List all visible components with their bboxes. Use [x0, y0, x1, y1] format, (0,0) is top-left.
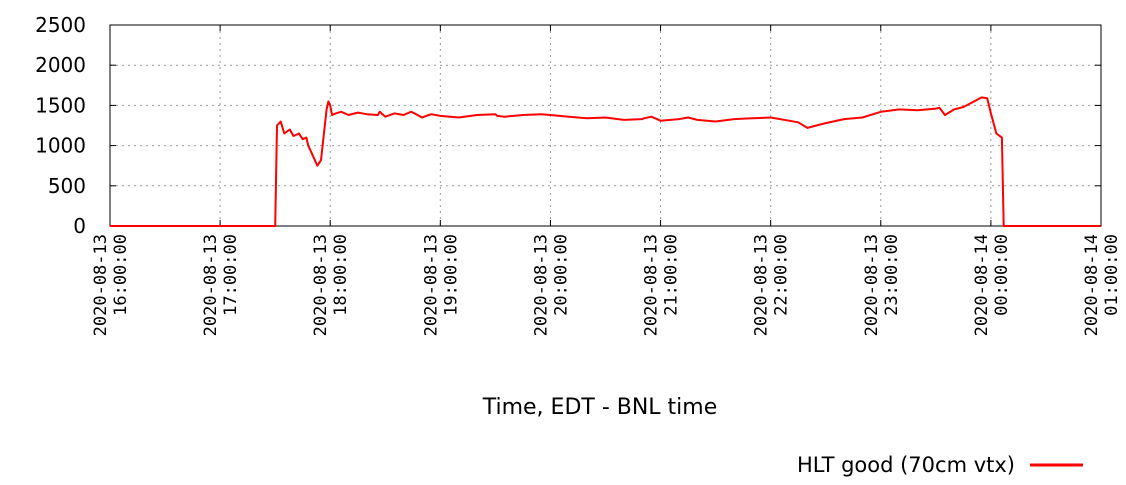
x-tick-label-time: 20:00:00 [551, 234, 571, 316]
x-tick-label: 2020-08-13 19:00:00 [421, 234, 461, 336]
plot-area-frame [109, 24, 1102, 227]
x-tick-label-date: 2020-08-13 [311, 234, 331, 336]
x-tick-label-date: 2020-08-13 [862, 234, 882, 336]
series-line [110, 96, 1101, 227]
y-tick-label: 500 [48, 174, 86, 198]
y-tick-label: 1500 [35, 93, 86, 117]
y-tick-label: 0 [73, 214, 86, 238]
x-tick-label-time: 00:00:00 [992, 234, 1012, 316]
x-tick-label-time: 19:00:00 [441, 234, 461, 316]
x-tick-label-date: 2020-08-13 [421, 234, 441, 336]
x-tick-label-time: 18:00:00 [331, 234, 351, 316]
x-tick-label: 2020-08-13 22:00:00 [752, 234, 792, 336]
y-axis-ticks: 0 500 1000 1500 2000 2500 [35, 13, 1101, 238]
x-tick-label-date: 2020-08-13 [642, 234, 662, 336]
legend-label: HLT good (70cm vtx) [797, 453, 1015, 477]
legend: HLT good (70cm vtx) [797, 453, 1083, 477]
x-tick-label-date: 2020-08-13 [752, 234, 772, 336]
x-tick-label: 2020-08-14 01:00:00 [1082, 234, 1122, 336]
x-tick-label: 2020-08-13 23:00:00 [862, 234, 902, 336]
x-tick-label-date: 2020-08-13 [531, 234, 551, 336]
x-tick-label-time: 17:00:00 [221, 234, 241, 316]
x-tick-label-date: 2020-08-13 [201, 234, 221, 336]
y-tick-label: 2500 [35, 13, 86, 37]
grid-lines [110, 25, 1101, 226]
x-tick-label-time: 21:00:00 [662, 234, 682, 316]
x-tick-label-time: 16:00:00 [111, 234, 131, 316]
x-tick-label-date: 2020-08-13 [91, 234, 111, 336]
x-axis-title: Time, EDT - BNL time [482, 395, 718, 420]
x-tick-label: 2020-08-13 20:00:00 [531, 234, 571, 336]
x-tick-label-date: 2020-08-14 [972, 234, 992, 336]
x-tick-label-date: 2020-08-14 [1082, 234, 1102, 336]
x-tick-label: 2020-08-14 00:00:00 [972, 234, 1012, 336]
series-lines [110, 96, 1101, 227]
x-axis-ticks: 2020-08-13 16:00:00 2020-08-13 17:00:00 2020… [91, 25, 1122, 336]
x-tick-label-time: 23:00:00 [882, 234, 902, 316]
x-tick-label-time: 22:00:00 [772, 234, 792, 316]
x-tick-label: 2020-08-13 21:00:00 [642, 234, 682, 336]
x-tick-label: 2020-08-13 16:00:00 [91, 234, 131, 336]
x-tick-label-time: 01:00:00 [1102, 234, 1122, 316]
x-tick-label: 2020-08-13 17:00:00 [201, 234, 241, 336]
x-tick-label: 2020-08-13 18:00:00 [311, 234, 351, 336]
y-tick-label: 2000 [35, 53, 86, 77]
y-tick-label: 1000 [35, 134, 86, 158]
